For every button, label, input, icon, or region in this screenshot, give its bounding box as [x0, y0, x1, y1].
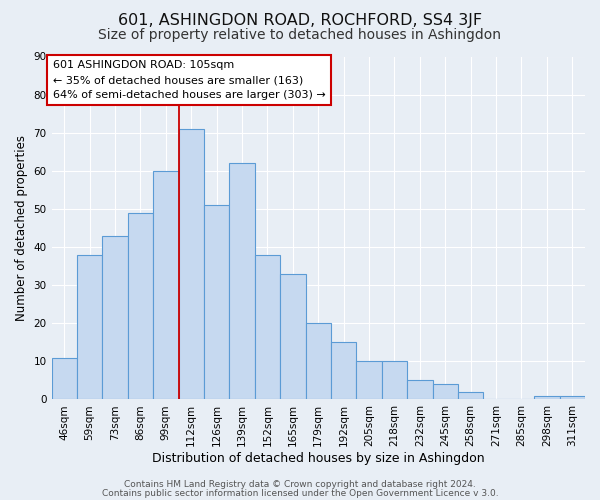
Bar: [534, 396, 560, 400]
Bar: [103, 236, 128, 400]
Bar: [356, 362, 382, 400]
Bar: [433, 384, 458, 400]
Bar: [77, 254, 103, 400]
Bar: [255, 254, 280, 400]
Bar: [204, 205, 229, 400]
Bar: [305, 323, 331, 400]
Text: 601, ASHINGDON ROAD, ROCHFORD, SS4 3JF: 601, ASHINGDON ROAD, ROCHFORD, SS4 3JF: [118, 12, 482, 28]
Text: Contains public sector information licensed under the Open Government Licence v : Contains public sector information licen…: [101, 488, 499, 498]
X-axis label: Distribution of detached houses by size in Ashingdon: Distribution of detached houses by size …: [152, 452, 485, 465]
Bar: [128, 212, 153, 400]
Bar: [331, 342, 356, 400]
Bar: [153, 171, 179, 400]
Bar: [280, 274, 305, 400]
Bar: [52, 358, 77, 400]
Bar: [458, 392, 484, 400]
Text: 601 ASHINGDON ROAD: 105sqm
← 35% of detached houses are smaller (163)
64% of sem: 601 ASHINGDON ROAD: 105sqm ← 35% of deta…: [53, 60, 326, 100]
Bar: [179, 129, 204, 400]
Y-axis label: Number of detached properties: Number of detached properties: [15, 135, 28, 321]
Text: Size of property relative to detached houses in Ashingdon: Size of property relative to detached ho…: [98, 28, 502, 42]
Bar: [560, 396, 585, 400]
Bar: [382, 362, 407, 400]
Text: Contains HM Land Registry data © Crown copyright and database right 2024.: Contains HM Land Registry data © Crown c…: [124, 480, 476, 489]
Bar: [229, 163, 255, 400]
Bar: [407, 380, 433, 400]
